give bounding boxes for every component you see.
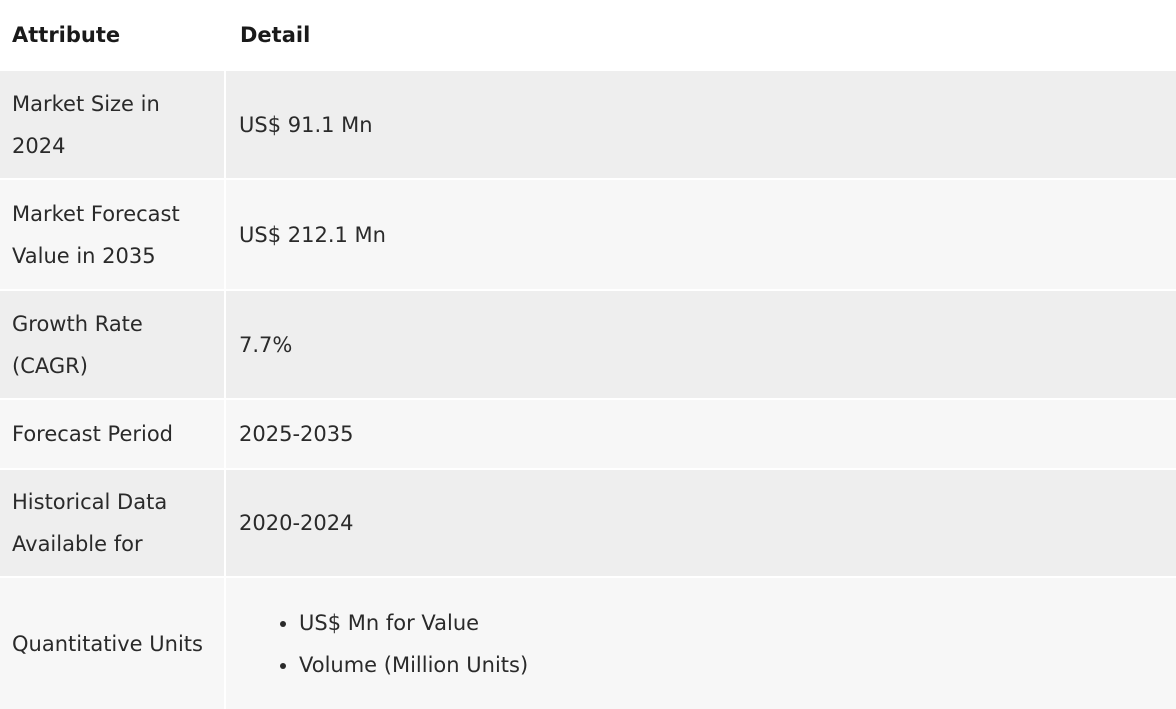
header-detail: Detail (226, 0, 1176, 69)
table-header: Attribute Detail (0, 0, 1176, 69)
list-item: US$ Mn for Value (299, 602, 1176, 644)
detail-cell: US$ Mn for Value Volume (Million Units) (226, 576, 1176, 709)
attribute-cell: Market Size in 2024 (0, 69, 226, 178)
table-row: Growth Rate (CAGR) 7.7% (0, 289, 1176, 398)
units-list: US$ Mn for Value Volume (Million Units) (239, 602, 1176, 686)
table-row: Forecast Period 2025-2035 (0, 398, 1176, 468)
attribute-cell: Market Forecast Value in 2035 (0, 178, 226, 289)
header-attribute: Attribute (0, 0, 226, 69)
table-row: Market Size in 2024 US$ 91.1 Mn (0, 69, 1176, 178)
detail-cell: 2020-2024 (226, 468, 1176, 576)
attribute-cell: Quantitative Units (0, 576, 226, 709)
table-row: Quantitative Units US$ Mn for Value Volu… (0, 576, 1176, 709)
list-item: Volume (Million Units) (299, 644, 1176, 686)
attribute-cell: Forecast Period (0, 398, 226, 468)
attribute-cell: Historical Data Available for (0, 468, 226, 576)
header-row: Attribute Detail (0, 0, 1176, 69)
attribute-cell: Growth Rate (CAGR) (0, 289, 226, 398)
table-body: Market Size in 2024 US$ 91.1 Mn Market F… (0, 69, 1176, 709)
table-row: Market Forecast Value in 2035 US$ 212.1 … (0, 178, 1176, 289)
detail-cell: US$ 91.1 Mn (226, 69, 1176, 178)
table-row: Historical Data Available for 2020-2024 (0, 468, 1176, 576)
detail-cell: 2025-2035 (226, 398, 1176, 468)
detail-cell: 7.7% (226, 289, 1176, 398)
detail-cell: US$ 212.1 Mn (226, 178, 1176, 289)
